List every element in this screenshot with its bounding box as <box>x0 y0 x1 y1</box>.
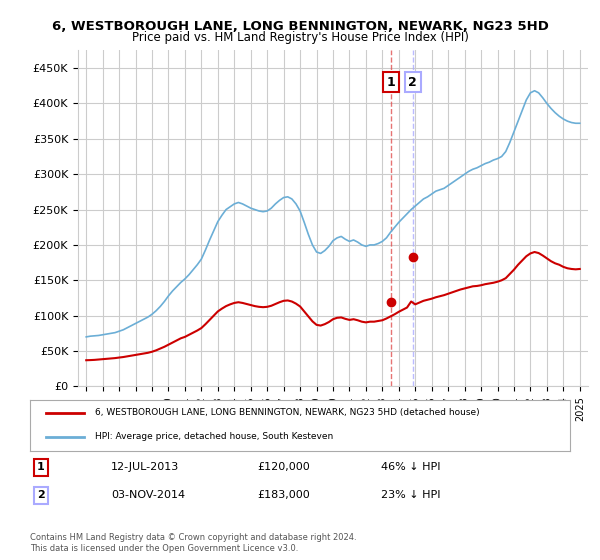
Text: 1: 1 <box>386 76 395 88</box>
Text: £120,000: £120,000 <box>257 462 310 472</box>
Text: 23% ↓ HPI: 23% ↓ HPI <box>381 490 440 500</box>
Text: 2: 2 <box>408 76 417 88</box>
Text: 46% ↓ HPI: 46% ↓ HPI <box>381 462 440 472</box>
Text: 1: 1 <box>37 462 44 472</box>
Text: Price paid vs. HM Land Registry's House Price Index (HPI): Price paid vs. HM Land Registry's House … <box>131 31 469 44</box>
Text: Contains HM Land Registry data © Crown copyright and database right 2024.
This d: Contains HM Land Registry data © Crown c… <box>30 533 356 553</box>
Text: 03-NOV-2014: 03-NOV-2014 <box>111 490 185 500</box>
Text: £183,000: £183,000 <box>257 490 310 500</box>
Text: 2: 2 <box>37 490 44 500</box>
Text: HPI: Average price, detached house, South Kesteven: HPI: Average price, detached house, Sout… <box>95 432 333 441</box>
Text: 6, WESTBOROUGH LANE, LONG BENNINGTON, NEWARK, NG23 5HD: 6, WESTBOROUGH LANE, LONG BENNINGTON, NE… <box>52 20 548 32</box>
Text: 12-JUL-2013: 12-JUL-2013 <box>111 462 179 472</box>
Text: 6, WESTBOROUGH LANE, LONG BENNINGTON, NEWARK, NG23 5HD (detached house): 6, WESTBOROUGH LANE, LONG BENNINGTON, NE… <box>95 408 479 418</box>
